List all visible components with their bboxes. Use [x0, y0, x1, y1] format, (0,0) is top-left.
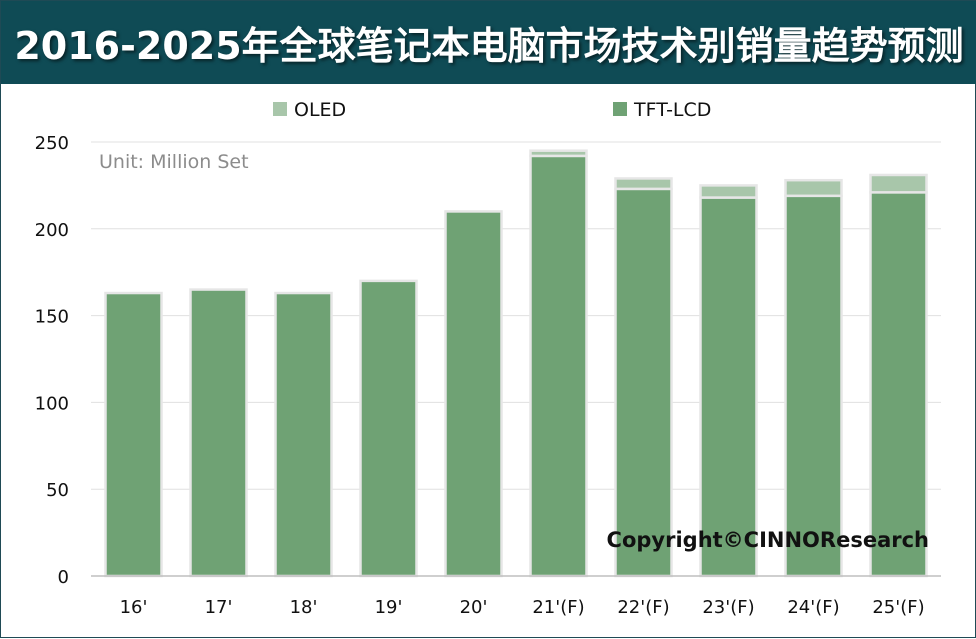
x-tick-label: 18' — [290, 597, 318, 618]
x-tick-label: 16' — [120, 597, 148, 618]
bar-tft-lcd — [529, 154, 588, 578]
legend-swatch-tft-lcd — [613, 102, 627, 116]
legend-swatch-oled — [273, 102, 287, 116]
bar-tft-lcd — [614, 187, 673, 578]
bar-tft-lcd — [869, 191, 928, 578]
x-tick-label: 24'(F) — [787, 597, 839, 618]
bars-layer — [104, 149, 928, 578]
x-axis-ticks: 16' 17' 18' 19' 20' 21'(F) 22'(F) 23'(F) 24'(F) 2… — [120, 597, 925, 618]
y-tick-label: 200 — [35, 220, 69, 241]
bar-oled — [614, 177, 673, 191]
x-tick-label: 22'(F) — [617, 597, 669, 618]
y-tick-label: 150 — [35, 307, 69, 328]
legend: OLED TFT-LCD — [273, 99, 711, 121]
copyright-annotation: Copyright©CINNOResearch — [607, 528, 929, 552]
x-tick-label: 19' — [375, 597, 403, 618]
unit-label: Unit: Million Set — [99, 151, 249, 173]
bar-tft-lcd — [784, 194, 843, 578]
bar-oled — [529, 149, 588, 158]
bar-tft-lcd — [274, 291, 333, 578]
y-tick-label: 100 — [35, 393, 69, 414]
bar-oled — [699, 184, 758, 199]
x-tick-label: 20' — [460, 597, 488, 618]
y-tick-label: 50 — [46, 480, 69, 501]
x-tick-label: 21'(F) — [532, 597, 584, 618]
bar-tft-lcd — [444, 210, 503, 578]
y-tick-label: 0 — [58, 567, 69, 588]
chart-title: 2016-2025年全球笔记本电脑市场技术别销量趋势预测 — [14, 24, 964, 68]
title-banner: 2016-2025年全球笔记本电脑市场技术别销量趋势预测 — [1, 1, 976, 84]
y-tick-label: 250 — [35, 133, 69, 154]
bar-oled — [784, 178, 843, 198]
legend-label-tft-lcd: TFT-LCD — [633, 99, 711, 121]
bar-tft-lcd — [189, 288, 248, 578]
x-tick-label: 25'(F) — [872, 597, 924, 618]
legend-label-oled: OLED — [294, 99, 346, 121]
bar-tft-lcd — [699, 196, 758, 578]
x-tick-label: 23'(F) — [702, 597, 754, 618]
bar-tft-lcd — [359, 279, 418, 578]
y-axis-ticks: 0 50 100 150 200 250 — [35, 133, 69, 588]
x-tick-label: 17' — [205, 597, 233, 618]
bar-oled — [869, 173, 928, 194]
bar-tft-lcd — [104, 291, 163, 578]
